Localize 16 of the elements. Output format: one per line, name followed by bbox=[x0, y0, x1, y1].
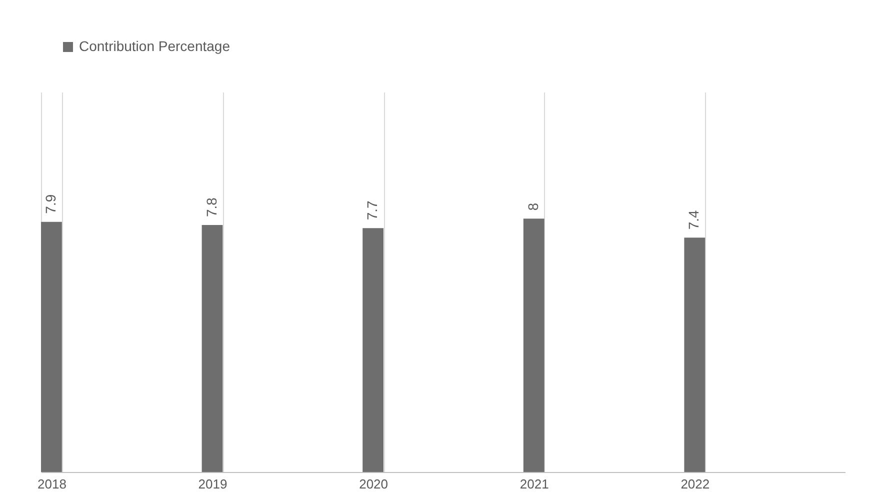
data-label: 7.7 bbox=[364, 200, 380, 220]
x-tick-label: 2018 bbox=[37, 476, 66, 492]
bar bbox=[202, 225, 223, 472]
data-label: 7.9 bbox=[42, 194, 58, 214]
x-tick-label: 2021 bbox=[520, 476, 549, 492]
data-label: 8 bbox=[524, 202, 541, 211]
data-label: 7.4 bbox=[686, 210, 702, 230]
x-tick-label: 2022 bbox=[680, 476, 710, 492]
x-tick-label: 2019 bbox=[198, 476, 228, 492]
data-label: 7.8 bbox=[203, 197, 220, 217]
legend-label: Contribution Percentage bbox=[79, 38, 230, 54]
x-tick-label: 2020 bbox=[359, 476, 388, 492]
bar bbox=[41, 222, 62, 472]
bar bbox=[523, 218, 544, 472]
bar bbox=[362, 228, 384, 472]
bar bbox=[684, 238, 706, 472]
